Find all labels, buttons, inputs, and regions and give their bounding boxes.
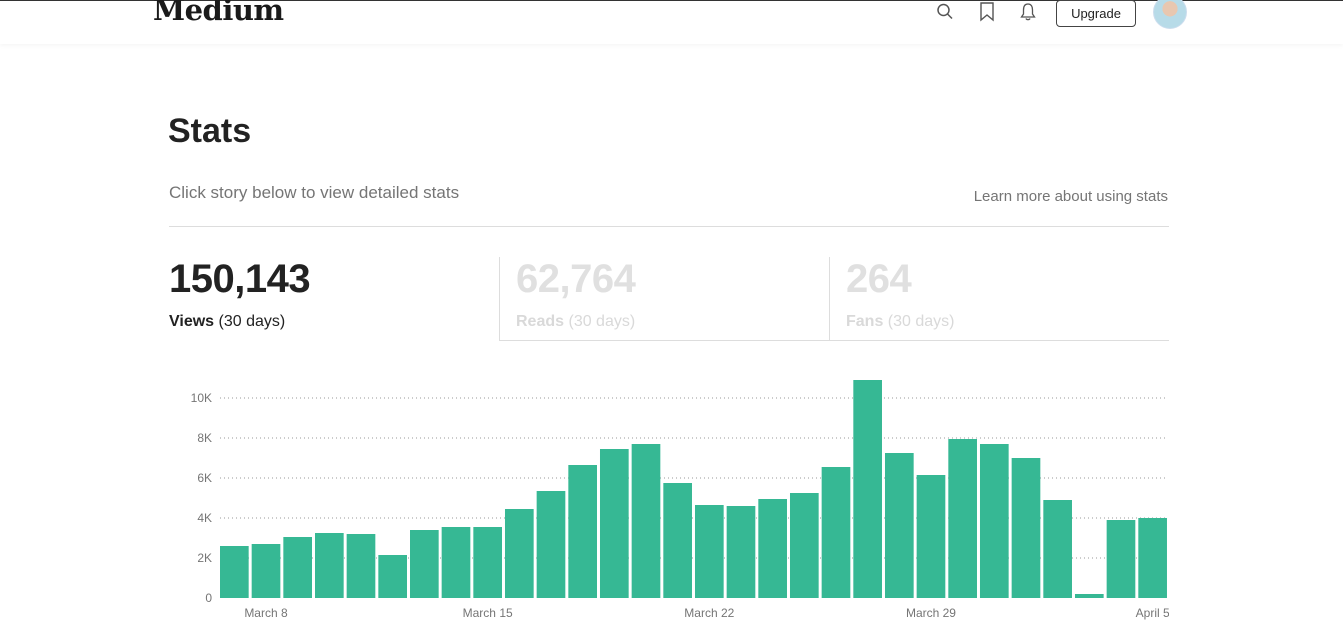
chart-bar[interactable]: [251, 544, 281, 598]
reads-count: 62,764: [516, 257, 636, 301]
bell-icon[interactable]: [1018, 1, 1038, 23]
chart-bar[interactable]: [410, 530, 439, 598]
chart-bar[interactable]: [568, 465, 597, 598]
y-tick-label: 6K: [197, 471, 212, 485]
chart-bar[interactable]: [378, 555, 407, 598]
tab-views[interactable]: 150,143 Views (30 days): [169, 257, 499, 341]
views-count: 150,143: [169, 257, 311, 301]
views-bar-chart: 0 2K 4K 6K 8K 10K March 8 March 15 March 22 March…: [168, 370, 1170, 633]
x-tick-label: April 5: [1136, 606, 1169, 620]
chart-bar[interactable]: [1106, 520, 1136, 598]
chart-bar[interactable]: [884, 453, 914, 598]
fans-period: (30 days): [887, 313, 955, 330]
chart-bar[interactable]: [853, 380, 882, 598]
bookmark-icon[interactable]: [977, 1, 997, 23]
section-divider: [169, 226, 1169, 227]
chart-bar[interactable]: [1138, 518, 1167, 598]
top-navigation-bar: Medium Upgrade: [0, 0, 1343, 44]
fans-label-row: Fans (30 days): [846, 313, 1169, 331]
chart-bar[interactable]: [346, 534, 376, 598]
chart-bar[interactable]: [441, 527, 471, 598]
chart-bar[interactable]: [758, 499, 787, 598]
chart-bar[interactable]: [315, 533, 344, 598]
x-tick-label: March 29: [906, 606, 956, 620]
chart-bar[interactable]: [1074, 594, 1104, 598]
views-period: (30 days): [218, 313, 286, 330]
y-tick-label: 8K: [197, 431, 212, 445]
upgrade-button[interactable]: Upgrade: [1056, 0, 1136, 27]
y-tick-label: 10K: [191, 391, 212, 405]
search-icon[interactable]: [935, 1, 955, 23]
chart-bar[interactable]: [220, 546, 249, 598]
chart-bar[interactable]: [1043, 500, 1072, 598]
y-tick-label: 2K: [197, 551, 212, 565]
y-tick-label: 0: [205, 591, 212, 605]
x-tick-label: March 22: [684, 606, 734, 620]
chart-bar[interactable]: [473, 527, 502, 598]
reads-label: Reads: [516, 313, 565, 330]
tab-reads[interactable]: 62,764 Reads (30 days): [499, 257, 829, 341]
tab-fans[interactable]: 264 Fans (30 days): [829, 257, 1169, 341]
chart-bar[interactable]: [631, 444, 661, 598]
page-title: Stats: [168, 112, 252, 150]
chart-bar[interactable]: [726, 506, 756, 598]
chart-bar[interactable]: [948, 439, 977, 598]
chart-bar[interactable]: [979, 444, 1009, 598]
chart-bar[interactable]: [1011, 458, 1041, 598]
chart-bar[interactable]: [283, 537, 312, 598]
learn-more-link[interactable]: Learn more about using stats: [973, 188, 1168, 205]
chart-bar[interactable]: [504, 509, 534, 598]
reads-label-row: Reads (30 days): [516, 313, 829, 331]
page-subtitle: Click story below to view detailed stats: [169, 183, 460, 202]
chart-canvas: 0 2K 4K 6K 8K 10K March 8 March 15 March 22 March…: [191, 380, 1170, 620]
chart-bar[interactable]: [663, 483, 692, 598]
chart-bar[interactable]: [821, 467, 851, 598]
fans-count: 264: [846, 257, 912, 301]
x-tick-label: March 15: [463, 606, 513, 620]
chart-bar[interactable]: [694, 505, 724, 598]
y-tick-label: 4K: [197, 511, 212, 525]
chart-bar[interactable]: [536, 491, 566, 598]
chart-bar[interactable]: [916, 475, 946, 598]
chart-bar[interactable]: [599, 449, 629, 598]
medium-logo[interactable]: Medium: [153, 0, 284, 27]
views-label: Views: [169, 313, 215, 330]
chart-bar[interactable]: [789, 493, 819, 598]
x-tick-label: March 8: [244, 606, 288, 620]
views-label-row: Views (30 days): [169, 313, 499, 331]
user-avatar[interactable]: [1153, 0, 1187, 29]
reads-period: (30 days): [568, 313, 636, 330]
fans-label: Fans: [846, 313, 884, 330]
